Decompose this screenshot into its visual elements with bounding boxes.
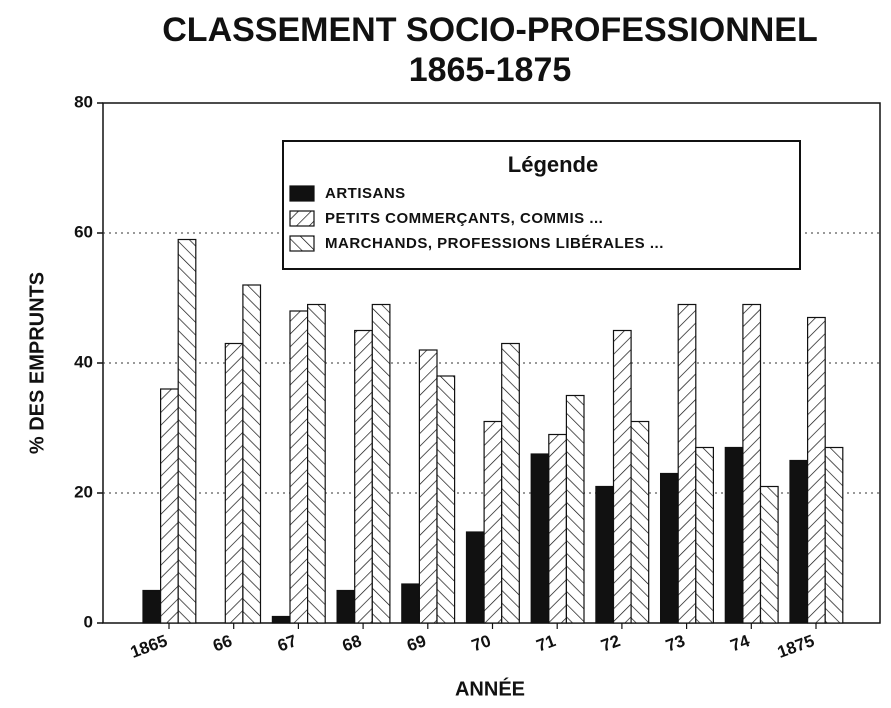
legend-swatch <box>289 210 315 227</box>
bar <box>242 284 262 624</box>
x-tick-label: 69 <box>404 631 428 655</box>
bar <box>436 375 456 624</box>
x-tick-label: 67 <box>275 631 299 655</box>
bar <box>806 316 826 624</box>
bar <box>271 615 291 624</box>
legend-box <box>282 140 801 270</box>
bar <box>659 472 679 624</box>
legend-swatch <box>289 185 315 202</box>
x-tick-label: 72 <box>599 631 623 655</box>
bar <box>695 446 714 624</box>
bar <box>724 446 744 624</box>
bar <box>224 342 244 624</box>
bar <box>565 394 585 624</box>
bar <box>177 238 197 624</box>
bar <box>630 420 650 624</box>
bar <box>289 310 309 624</box>
bar <box>677 303 697 624</box>
bar <box>371 303 391 624</box>
y-tick-label: 60 <box>74 222 93 241</box>
bar <box>354 329 373 624</box>
legend: Légende ARTISANS PETITS COMMERÇANTS, COMMI… <box>282 140 801 270</box>
legend-title: Légende <box>508 152 598 177</box>
x-axis-label: ANNÉE <box>455 677 525 700</box>
bar <box>789 459 809 624</box>
legend-swatch <box>289 235 315 252</box>
x-tick-label: 74 <box>728 631 753 656</box>
x-tick-label: 68 <box>340 631 364 655</box>
legend-label: ARTISANS <box>325 185 406 202</box>
x-tick-label: 66 <box>210 631 234 655</box>
bar <box>548 433 567 624</box>
bar <box>612 329 632 624</box>
x-tick-label: 71 <box>534 631 558 655</box>
bar <box>160 388 179 624</box>
bar <box>824 446 844 624</box>
x-tick-label: 1865 <box>128 631 170 662</box>
bar <box>465 531 485 624</box>
x-tick-label: 1875 <box>775 631 817 662</box>
bar <box>142 589 162 624</box>
chart-title: CLASSEMENT SOCIO-PROFESSIONNEL <box>162 11 818 49</box>
y-tick-label: 40 <box>74 352 93 371</box>
bar <box>401 583 420 624</box>
y-tick-label: 20 <box>74 482 93 501</box>
y-axis-label: % DES EMPRUNTS <box>26 272 48 454</box>
bar <box>595 485 615 624</box>
bar <box>307 303 326 624</box>
bar <box>483 420 503 624</box>
bar <box>530 453 550 624</box>
x-tick-label: 73 <box>663 631 687 655</box>
bar <box>501 342 520 624</box>
legend-label: PETITS COMMERÇANTS, COMMIS ... <box>325 210 603 227</box>
y-tick-label: 0 <box>84 612 93 631</box>
legend-label: MARCHANDS, PROFESSIONS LIBÉRALES ... <box>325 235 664 252</box>
chart-subtitle: 1865-1875 <box>409 51 572 89</box>
bar <box>759 485 779 624</box>
bar <box>418 349 438 624</box>
bar <box>336 589 356 624</box>
y-tick-label: 80 <box>74 92 93 111</box>
bar <box>742 303 762 624</box>
x-tick-label: 70 <box>469 631 493 655</box>
